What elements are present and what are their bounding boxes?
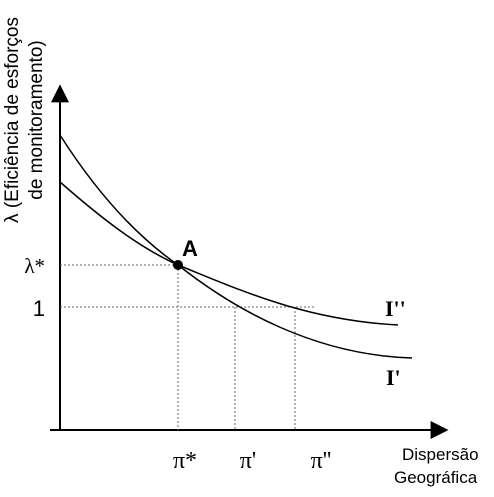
- x-tick-pi-star: π*: [173, 448, 197, 474]
- point-a-label: A: [182, 236, 198, 261]
- curve-i-prime-label: I': [386, 365, 401, 390]
- x-tick-pi-double-prime: π'': [311, 448, 332, 474]
- x-axis-title-line2: Geográfica: [394, 468, 478, 487]
- y-axis-title-line1: λ (Eficiência de esforços: [2, 17, 23, 223]
- curve-i-double-prime: [59, 181, 399, 326]
- x-axis-title-line1: Dispersão: [402, 445, 479, 464]
- x-tick-pi-prime: π': [240, 448, 256, 474]
- y-tick-lambda-star: λ*: [24, 254, 45, 278]
- curve-i-double-prime-label: I'': [385, 296, 406, 321]
- y-axis-title-line2: de monitoramento): [26, 40, 47, 199]
- y-tick-one: 1: [33, 296, 45, 321]
- point-a-marker: [173, 260, 183, 270]
- curve-i-prime: [59, 134, 413, 359]
